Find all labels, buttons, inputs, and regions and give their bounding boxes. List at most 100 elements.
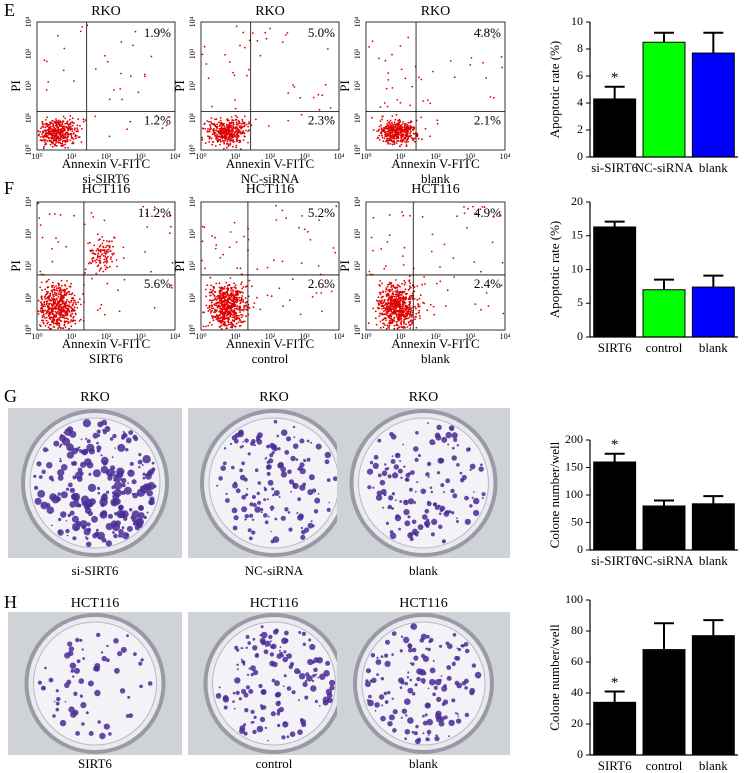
colony: [425, 648, 427, 650]
x-tick-label: 10⁰: [360, 152, 371, 161]
x-tick-label: 10⁴: [170, 152, 181, 161]
event-dot: [72, 125, 74, 127]
event-dot: [220, 117, 222, 119]
event-dot: [400, 45, 402, 47]
event-dot: [407, 138, 409, 140]
colony: [376, 657, 378, 659]
event-dot: [64, 322, 66, 324]
event-dot: [453, 257, 455, 259]
colony: [367, 469, 373, 475]
event-dot: [65, 326, 67, 328]
colony: [127, 696, 130, 699]
event-dot: [390, 290, 392, 292]
event-dot: [376, 324, 378, 326]
event-dot: [395, 134, 397, 136]
event-dot: [43, 139, 45, 141]
event-dot: [104, 314, 106, 316]
event-dot: [414, 306, 416, 308]
colony: [423, 682, 425, 684]
event-dot: [234, 295, 236, 297]
event-dot: [409, 308, 411, 310]
colony: [377, 491, 382, 496]
y-tick-label: 0: [577, 329, 583, 343]
event-dot: [405, 296, 407, 298]
colony: [403, 466, 405, 468]
colony: [85, 438, 87, 440]
event-dot: [80, 31, 82, 33]
event-dot: [402, 310, 404, 312]
event-dot: [109, 99, 111, 101]
event-dot: [236, 241, 238, 243]
colony: [479, 466, 484, 471]
event-dot: [55, 130, 57, 132]
colony: [412, 692, 416, 696]
colony: [122, 514, 126, 518]
event-dot: [211, 302, 213, 304]
sample-label: si-SIRT6: [72, 563, 119, 578]
event-dot: [439, 280, 441, 282]
colony: [232, 700, 235, 703]
colony: [456, 520, 459, 523]
event-dot: [230, 231, 232, 233]
event-dot: [406, 311, 408, 313]
event-dot: [244, 306, 246, 308]
event-dot: [382, 291, 384, 293]
event-dot: [242, 292, 244, 294]
event-dot: [230, 142, 232, 144]
colony: [139, 685, 143, 689]
colony: [473, 498, 479, 504]
colony: [37, 490, 45, 498]
colony: [389, 714, 395, 720]
event-dot: [61, 280, 63, 282]
colony: [52, 714, 56, 718]
event-dot: [114, 237, 116, 239]
event-dot: [170, 226, 172, 228]
colony: [378, 474, 382, 478]
colony: [464, 496, 469, 501]
event-dot: [385, 317, 387, 319]
event-dot: [392, 285, 394, 287]
event-dot: [63, 48, 65, 50]
event-dot: [220, 124, 222, 126]
event-dot: [389, 133, 391, 135]
event-dot: [236, 128, 238, 130]
colony: [308, 639, 311, 642]
colony: [469, 690, 474, 695]
colony: [426, 703, 431, 708]
colony: [327, 478, 331, 482]
colony: [290, 662, 294, 666]
colony: [402, 709, 407, 714]
event-dot: [236, 121, 238, 123]
event-dot: [209, 277, 211, 279]
event-dot: [236, 139, 238, 141]
event-dot: [391, 319, 393, 321]
event-dot: [151, 56, 153, 58]
colony: [387, 691, 390, 694]
event-dot: [401, 326, 403, 328]
colony: [249, 514, 253, 518]
upper-percent: 4.9%: [474, 205, 501, 220]
event-dot: [399, 315, 401, 317]
event-dot: [429, 103, 431, 105]
event-dot: [405, 129, 407, 131]
significance-mark: *: [611, 675, 619, 691]
event-dot: [99, 260, 101, 262]
colony: [402, 444, 404, 446]
event-dot: [405, 123, 407, 125]
event-dot: [234, 75, 236, 77]
colony: [257, 492, 260, 495]
event-dot: [60, 145, 62, 147]
event-dot: [232, 291, 234, 293]
y-tick-label: 10: [571, 261, 583, 275]
colony: [461, 644, 464, 647]
event-dot: [53, 314, 55, 316]
event-dot: [219, 125, 221, 127]
event-dot: [221, 328, 223, 330]
colony: [241, 506, 247, 512]
event-dot: [384, 138, 386, 140]
event-dot: [83, 121, 85, 123]
event-dot: [391, 297, 393, 299]
colony: [88, 473, 91, 476]
event-dot: [210, 285, 212, 287]
event-dot: [488, 305, 490, 307]
